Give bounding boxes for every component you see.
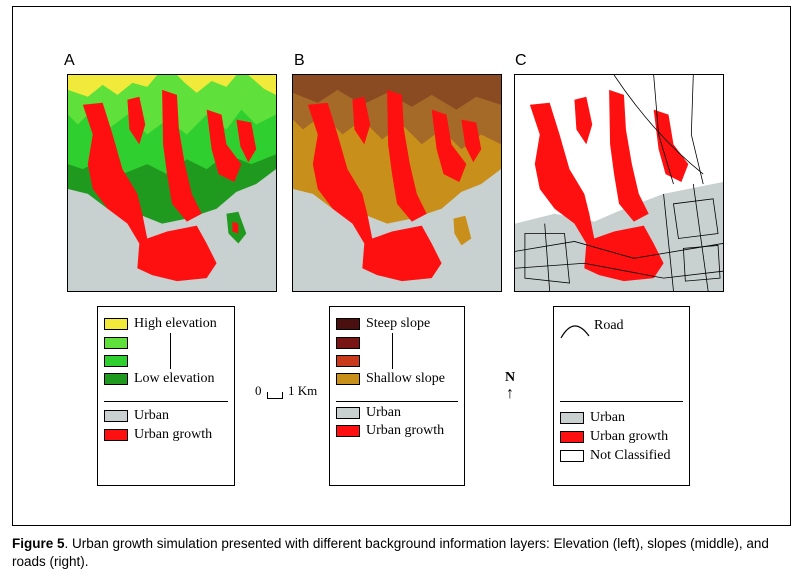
swatch-low-elevation: [104, 373, 128, 385]
legend-label-urban-growth: Urban growth: [134, 427, 213, 442]
legend-item-steep-slope: Steep slope: [336, 316, 431, 331]
legend-label-urban: Urban: [134, 408, 169, 423]
legend-item-slope-3: [336, 354, 366, 368]
north-arrow-icon: ↑: [506, 385, 514, 402]
legend-range-line: [170, 333, 171, 369]
swatch-not-classified: [560, 450, 584, 462]
legend-roads: Road Urban Urban growth Not Classified: [553, 306, 690, 486]
north-arrow: N ↑: [500, 370, 520, 402]
legend-label-high-elevation: High elevation: [134, 316, 217, 331]
caption-text: . Urban growth simulation presented with…: [12, 536, 769, 569]
swatch-urban: [336, 407, 360, 419]
legend-item-slope-2: [336, 336, 366, 350]
swatch-high-elevation: [104, 318, 128, 330]
legend-item-urban-growth: Urban growth: [560, 429, 669, 444]
swatch-urban: [560, 412, 584, 424]
legend-item-urban: Urban: [560, 410, 625, 425]
legend-label-not-classified: Not Classified: [590, 448, 671, 463]
legend-divider: [336, 401, 458, 402]
north-label: N: [504, 370, 516, 385]
legend-slope: Steep slope Shallow slope Urban Urban gr…: [329, 306, 465, 486]
panel-label-a: A: [64, 52, 75, 69]
legend-elevation: High elevation Low elevation Urban Urban…: [97, 306, 235, 486]
scale-end: 1 Km: [288, 383, 318, 398]
legend-item-not-classified: Not Classified: [560, 448, 671, 463]
legend-label-shallow-slope: Shallow slope: [366, 371, 445, 386]
legend-label-low-elevation: Low elevation: [134, 371, 215, 386]
swatch-urban-growth: [104, 429, 128, 441]
scale-start: 0: [255, 383, 262, 398]
legend-item-high-elevation: High elevation: [104, 316, 217, 331]
legend-item-elevation-3: [104, 354, 134, 368]
legend-range-line: [392, 333, 393, 369]
legend-label-urban-growth: Urban growth: [366, 423, 445, 438]
legend-item-shallow-slope: Shallow slope: [336, 371, 445, 386]
legend-item-urban-growth: Urban growth: [104, 427, 213, 442]
swatch-slope-2: [336, 337, 360, 349]
legend-item-urban: Urban: [336, 405, 401, 420]
scale-bar: 0 1 Km: [255, 383, 317, 399]
legend-label-road: Road: [594, 318, 624, 333]
figure-caption: Figure 5. Urban growth simulation presen…: [12, 535, 797, 571]
legend-item-urban-growth: Urban growth: [336, 423, 445, 438]
swatch-urban: [104, 410, 128, 422]
swatch-steep-slope: [336, 318, 360, 330]
legend-label-urban: Urban: [590, 410, 625, 425]
legend-item-urban: Urban: [104, 408, 169, 423]
caption-figure-number: Figure 5: [12, 536, 65, 551]
legend-label-urban: Urban: [366, 405, 401, 420]
swatch-urban-growth: [560, 431, 584, 443]
scale-bar-line: [266, 392, 283, 399]
swatch-slope-3: [336, 355, 360, 367]
panel-label-b: B: [294, 52, 305, 69]
map-roads: [514, 74, 724, 292]
legend-item-low-elevation: Low elevation: [104, 371, 215, 386]
legend-divider: [104, 401, 228, 402]
legend-label-steep-slope: Steep slope: [366, 316, 431, 331]
map-slope: [292, 74, 502, 292]
legend-item-elevation-2: [104, 336, 134, 350]
map-elevation: [67, 74, 277, 292]
road-icon: [560, 319, 590, 339]
swatch-elevation-2: [104, 337, 128, 349]
panel-label-c: C: [515, 52, 527, 69]
swatch-elevation-3: [104, 355, 128, 367]
legend-label-urban-growth: Urban growth: [590, 429, 669, 444]
swatch-urban-growth: [336, 425, 360, 437]
swatch-shallow-slope: [336, 373, 360, 385]
legend-divider: [560, 401, 683, 402]
